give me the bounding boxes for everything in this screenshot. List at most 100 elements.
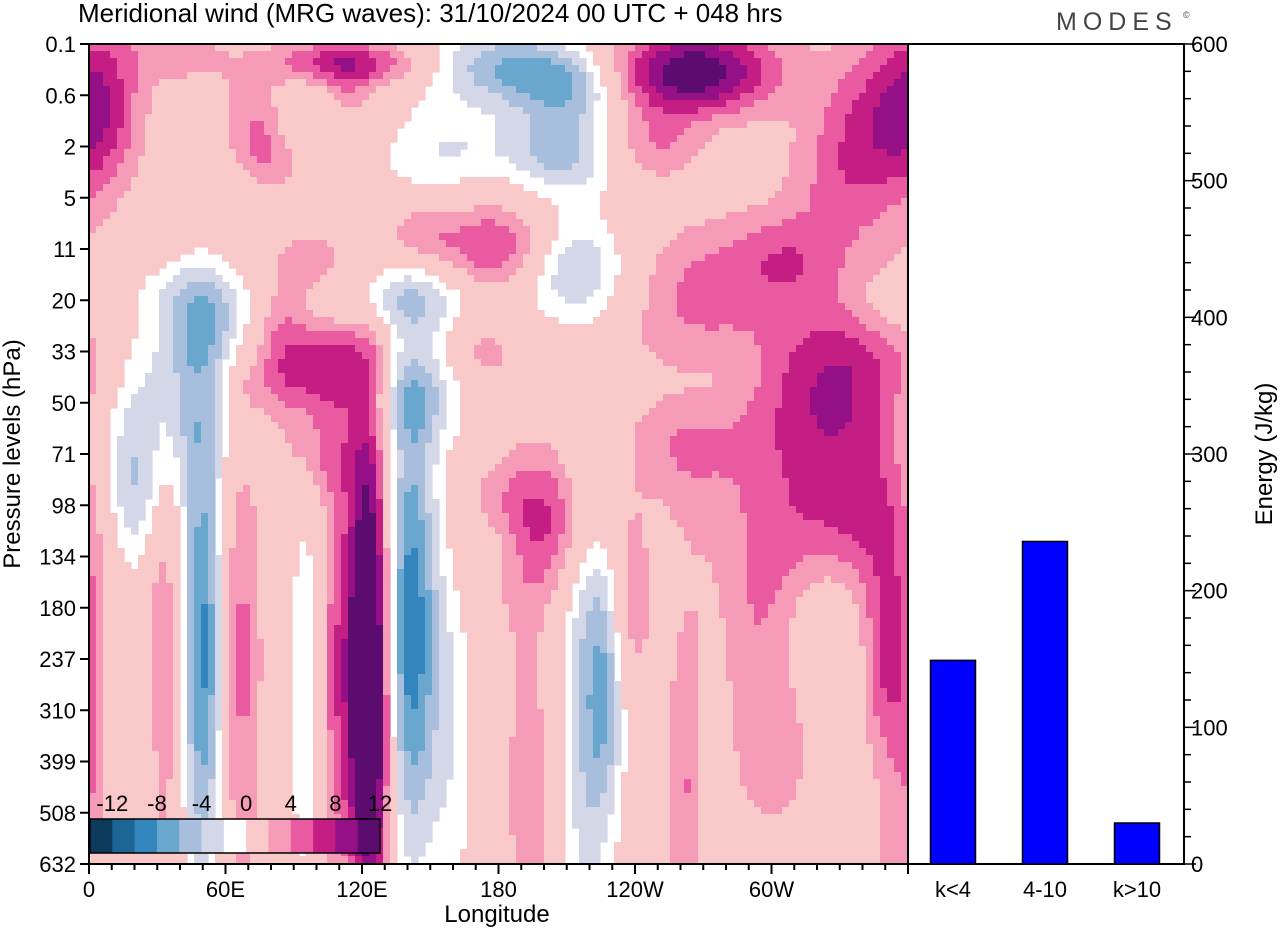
heatmap-cell	[313, 44, 370, 52]
heatmap-cell	[677, 310, 853, 318]
heatmap-cell	[201, 520, 209, 528]
heatmap-cell	[390, 408, 398, 416]
heatmap-cell	[607, 93, 622, 101]
heatmap-cell	[705, 51, 734, 59]
heatmap-cell	[404, 457, 426, 465]
heatmap-cell	[173, 590, 181, 598]
heatmap-cell	[453, 583, 503, 591]
heatmap-cell	[425, 695, 440, 703]
heatmap-cell	[285, 247, 335, 255]
heatmap-cell	[782, 247, 797, 255]
heatmap-cell	[327, 513, 335, 521]
heatmap-cell	[383, 541, 391, 549]
heatmap-cell	[306, 541, 328, 549]
heatmap-cell	[502, 597, 552, 605]
heatmap-cell	[229, 93, 272, 101]
heatmap-cell	[208, 562, 216, 570]
heatmap-cell	[187, 303, 216, 311]
heatmap-cell	[649, 590, 720, 598]
heatmap-cell	[845, 331, 881, 339]
heatmap-cell	[579, 653, 594, 661]
heatmap-cell	[712, 135, 797, 143]
heatmap-cell	[425, 303, 447, 311]
heatmap-cell	[467, 765, 510, 773]
heatmap-cell	[131, 142, 146, 150]
heatmap-cell	[649, 611, 685, 619]
heatmap-cell	[390, 744, 398, 752]
heatmap-cell	[726, 674, 790, 682]
heatmap-cell	[600, 65, 615, 73]
heatmap-cell	[621, 786, 671, 794]
heatmap-cell	[691, 786, 699, 794]
heatmap-cell	[152, 695, 174, 703]
heatmap-cell	[691, 541, 748, 549]
heatmap-cell	[194, 618, 202, 626]
heatmap-cell	[404, 345, 433, 353]
heatmap-cell	[649, 65, 664, 73]
heatmap-cell	[152, 681, 174, 689]
energy-bars: k<4 4-10 k>10	[929, 540, 1161, 902]
heatmap-cell	[663, 65, 727, 73]
heatmap-cell	[376, 807, 384, 815]
heatmap-cell	[117, 198, 552, 206]
heatmap-cell	[481, 107, 524, 115]
heatmap-cell	[831, 100, 853, 108]
heatmap-cell	[229, 779, 258, 787]
heatmap-cell	[698, 828, 881, 836]
heatmap-cell	[173, 436, 188, 444]
heatmap-cell	[194, 660, 202, 668]
heatmap-cell	[495, 135, 531, 143]
heatmap-cell	[334, 730, 342, 738]
heatmap-cell	[719, 93, 741, 101]
heatmap-cell	[250, 674, 265, 682]
heatmap-cell	[432, 604, 440, 612]
heatmap-cell	[579, 667, 594, 675]
heatmap-cell	[334, 401, 370, 409]
heatmap-cell	[264, 674, 293, 682]
heatmap-cell	[327, 688, 335, 696]
heatmap-cell	[215, 331, 223, 339]
heatmap-cell	[565, 100, 587, 108]
heatmap-cell	[208, 786, 216, 794]
heatmap-cell	[222, 499, 237, 507]
heatmap-cell	[131, 100, 153, 108]
heatmap-cell	[866, 548, 895, 556]
heatmap-cell	[817, 142, 839, 150]
heatmap-cell	[411, 380, 419, 388]
heatmap-cell	[187, 324, 216, 332]
heatmap-cell	[229, 625, 237, 633]
heatmap-cell	[271, 415, 314, 423]
heatmap-cell	[334, 520, 349, 528]
heatmap-cell	[621, 681, 671, 689]
heatmap-cell	[397, 506, 405, 514]
heatmap-cell	[355, 856, 363, 864]
heatmap-cell	[313, 618, 328, 626]
heatmap-cell	[544, 849, 566, 857]
heatmap-cell	[502, 261, 524, 269]
heatmap-cell	[194, 534, 209, 542]
heatmap-cell	[89, 387, 97, 395]
heatmap-cell	[572, 695, 580, 703]
heatmap-cell	[215, 681, 223, 689]
heatmap-cell	[565, 471, 636, 479]
heatmap-cell	[670, 744, 699, 752]
heatmap-cell	[859, 317, 888, 325]
heatmap-cell	[89, 590, 97, 598]
heatmap-cell	[236, 534, 258, 542]
heatmap-cell	[306, 457, 321, 465]
heatmap-cell	[355, 86, 377, 94]
heatmap-cell	[250, 121, 265, 129]
heatmap-cell	[607, 562, 629, 570]
heatmap-cell	[369, 44, 398, 52]
heatmap-cell	[831, 576, 860, 584]
heatmap-cell	[509, 450, 559, 458]
heatmap-cell	[670, 737, 699, 745]
heatmap-cell	[516, 842, 545, 850]
heatmap-cell	[887, 737, 908, 745]
heatmap-cell	[446, 541, 503, 549]
heatmap-cell	[271, 345, 286, 353]
heatmap-cell	[208, 751, 216, 759]
heatmap-cell	[187, 352, 209, 360]
heatmap-cell	[334, 625, 349, 633]
heatmap-cell	[110, 51, 139, 59]
